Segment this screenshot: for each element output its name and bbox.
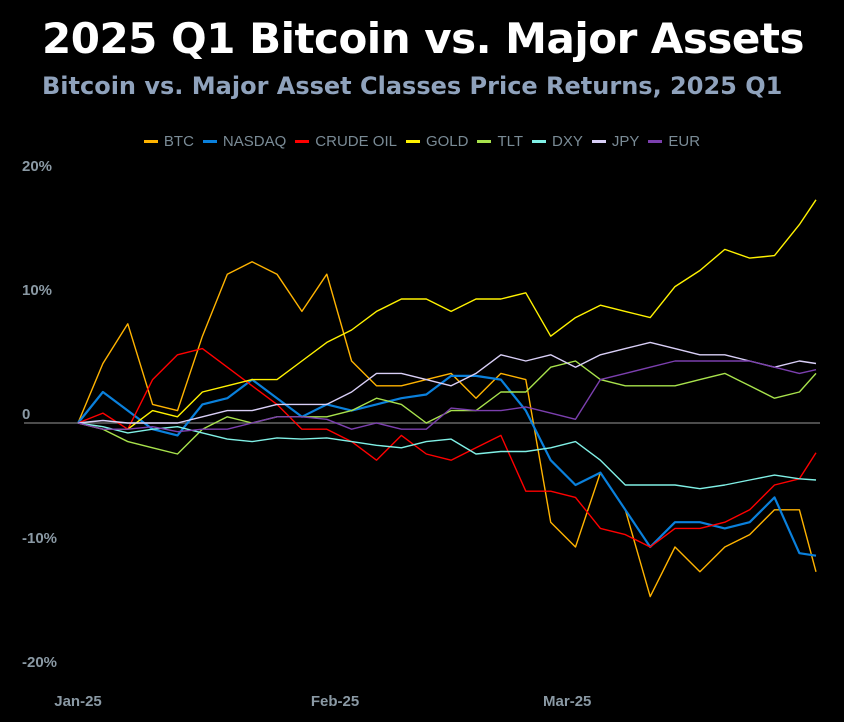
y-tick-label: 10% (22, 282, 52, 299)
series-line-gold (77, 199, 817, 430)
legend-swatch (532, 140, 547, 143)
legend-item[interactable]: NASDAQ (202, 133, 287, 150)
series-line-dxy (77, 422, 817, 490)
legend-label: CRUDE OIL (315, 133, 397, 150)
legend-label: DXY (552, 133, 583, 150)
x-tick-label: Jan-25 (54, 693, 102, 710)
series-line-eur (77, 360, 817, 433)
legend-item[interactable]: EUR (648, 133, 700, 150)
legend-item[interactable]: DXY (532, 133, 583, 150)
legend-item[interactable]: CRUDE OIL (295, 133, 397, 150)
legend-swatch (477, 140, 492, 143)
y-tick-label: 0 (22, 406, 30, 423)
legend-swatch (202, 140, 217, 143)
chart-subtitle: Bitcoin vs. Major Asset Classes Price Re… (42, 72, 783, 100)
chart-title: 2025 Q1 Bitcoin vs. Major Assets (42, 14, 804, 63)
legend-item[interactable]: JPY (591, 133, 640, 150)
legend-label: EUR (668, 133, 701, 150)
legend-label: JPY (611, 133, 640, 150)
legend-item[interactable]: BTC (143, 133, 194, 150)
legend-item[interactable]: GOLD (405, 133, 469, 150)
series-line-btc (77, 261, 817, 598)
y-tick-label: -20% (22, 654, 57, 671)
legend-swatch (295, 140, 310, 143)
legend-label: BTC (163, 133, 194, 150)
legend-swatch (591, 140, 606, 143)
legend-label: TLT (497, 133, 524, 150)
y-tick-label: 20% (22, 158, 52, 175)
legend-item[interactable]: TLT (477, 133, 523, 150)
series-line-jpy (77, 341, 817, 424)
series-line-crude-oil (77, 347, 817, 548)
y-tick-label: -10% (22, 530, 57, 547)
legend-label: GOLD (425, 133, 469, 150)
legend: BTC NASDAQ CRUDE OIL GOLD TLT DXY JPY EUR (0, 133, 844, 150)
legend-label: NASDAQ (222, 133, 287, 150)
x-tick-label: Feb-25 (311, 693, 359, 710)
legend-swatch (405, 140, 420, 143)
legend-swatch (143, 140, 158, 143)
series-line-nasdaq (77, 374, 817, 557)
legend-swatch (648, 140, 663, 143)
x-tick-label: Mar-25 (543, 693, 591, 710)
